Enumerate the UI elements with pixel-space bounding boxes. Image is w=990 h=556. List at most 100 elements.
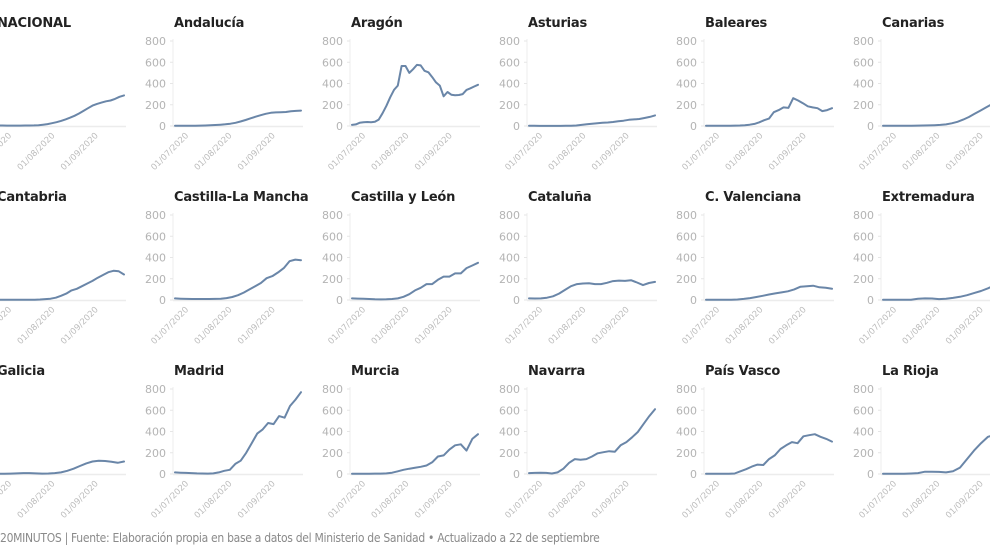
x-tick-label: 01/08/2020 — [724, 305, 766, 347]
x-tick-label: 01/07/2020 — [149, 131, 191, 173]
x-tick-label: 01/08/2020 — [901, 131, 943, 173]
source-footer: 20MINUTOS | Fuente: Elaboración propia e… — [0, 531, 600, 545]
y-tick-label: 600 — [322, 404, 343, 417]
x-tick-label: 01/09/2020 — [236, 479, 278, 521]
y-tick-label: 400 — [499, 426, 520, 439]
y-tick-label: 800 — [145, 35, 166, 48]
y-tick-label: 400 — [853, 252, 874, 265]
y-tick-label: 400 — [145, 78, 166, 91]
x-tick-label: 01/08/2020 — [193, 305, 235, 347]
y-tick-label: 600 — [322, 56, 343, 69]
series-line — [174, 391, 302, 475]
y-tick-label: 200 — [322, 447, 343, 460]
x-tick-label: 01/08/2020 — [16, 479, 58, 521]
x-tick-label: 01/09/2020 — [944, 479, 986, 521]
x-tick-label: 01/07/2020 — [857, 131, 899, 173]
x-tick-label: 01/09/2020 — [59, 131, 101, 173]
y-tick-label: 600 — [322, 230, 343, 243]
x-tick-label: 01/09/2020 — [59, 479, 101, 521]
y-tick-label: 0 — [513, 120, 520, 133]
x-tick-label: 01/07/2020 — [503, 131, 545, 173]
y-tick-label: 200 — [853, 273, 874, 286]
series-line — [174, 109, 302, 127]
chart-title: Extremadura — [882, 190, 975, 205]
y-tick-label: 200 — [145, 447, 166, 460]
x-tick-label: 01/09/2020 — [236, 305, 278, 347]
series-line — [0, 94, 125, 127]
x-tick-label: 01/07/2020 — [149, 305, 191, 347]
y-tick-label: 400 — [322, 252, 343, 265]
x-tick-label: 01/08/2020 — [547, 479, 589, 521]
chart-title: Andalucía — [174, 16, 245, 31]
y-tick-label: 200 — [322, 99, 343, 112]
x-tick-label: 01/08/2020 — [547, 131, 589, 173]
y-tick-label: 0 — [336, 468, 343, 481]
chart-title: Madrid — [174, 364, 224, 379]
y-tick-label: 0 — [159, 120, 166, 133]
y-tick-label: 200 — [145, 273, 166, 286]
y-tick-label: 0 — [867, 294, 874, 307]
chart-title: Cantabria — [0, 190, 67, 205]
y-tick-label: 400 — [676, 426, 697, 439]
x-tick-label: 01/08/2020 — [193, 479, 235, 521]
series-line — [351, 433, 479, 475]
y-tick-label: 0 — [690, 294, 697, 307]
y-tick-label: 400 — [145, 426, 166, 439]
chart-title: Baleares — [705, 16, 768, 31]
y-tick-label: 200 — [676, 273, 697, 286]
series-line — [174, 258, 302, 300]
x-tick-label: 01/08/2020 — [724, 131, 766, 173]
chart-panel: 020040060080001/07/202001/08/202001/09/2… — [0, 269, 126, 347]
charts-canvas: 020040060080001/07/202001/08/202001/09/2… — [0, 35, 990, 521]
x-tick-label: 01/07/2020 — [326, 479, 368, 521]
chart-title: NACIONAL — [0, 16, 71, 31]
x-tick-label: 01/07/2020 — [503, 305, 545, 347]
chart-title: País Vasco — [705, 364, 781, 379]
y-tick-label: 800 — [676, 35, 697, 48]
y-tick-label: 800 — [322, 209, 343, 222]
x-tick-label: 01/07/2020 — [680, 479, 722, 521]
y-tick-label: 800 — [499, 35, 520, 48]
x-tick-label: 01/09/2020 — [590, 479, 632, 521]
series-line — [705, 433, 833, 475]
y-tick-label: 200 — [499, 447, 520, 460]
y-tick-label: 800 — [145, 209, 166, 222]
x-tick-label: 01/08/2020 — [370, 305, 412, 347]
y-tick-label: 600 — [145, 230, 166, 243]
series-line — [705, 97, 833, 127]
y-tick-label: 0 — [867, 120, 874, 133]
x-tick-label: 01/07/2020 — [0, 479, 14, 521]
y-tick-label: 200 — [676, 447, 697, 460]
y-tick-label: 400 — [322, 426, 343, 439]
chart-title: La Rioja — [882, 364, 939, 379]
x-tick-label: 01/07/2020 — [0, 131, 14, 173]
chart-title: C. Valenciana — [705, 190, 802, 205]
y-tick-label: 800 — [322, 383, 343, 396]
y-tick-label: 400 — [676, 78, 697, 91]
x-tick-label: 01/09/2020 — [59, 305, 101, 347]
series-line — [351, 261, 479, 301]
x-tick-label: 01/07/2020 — [326, 131, 368, 173]
y-tick-label: 800 — [853, 35, 874, 48]
y-tick-label: 600 — [676, 404, 697, 417]
y-tick-label: 600 — [499, 56, 520, 69]
x-tick-label: 01/09/2020 — [767, 305, 809, 347]
y-tick-label: 800 — [676, 209, 697, 222]
y-tick-label: 200 — [499, 273, 520, 286]
chart-title: Aragón — [351, 16, 403, 31]
chart-title: Navarra — [528, 364, 586, 379]
x-tick-label: 01/08/2020 — [193, 131, 235, 173]
y-tick-label: 0 — [159, 294, 166, 307]
x-tick-label: 01/09/2020 — [590, 305, 632, 347]
y-tick-label: 200 — [853, 99, 874, 112]
x-tick-label: 01/07/2020 — [503, 479, 545, 521]
y-tick-label: 600 — [853, 56, 874, 69]
y-tick-label: 400 — [853, 78, 874, 91]
